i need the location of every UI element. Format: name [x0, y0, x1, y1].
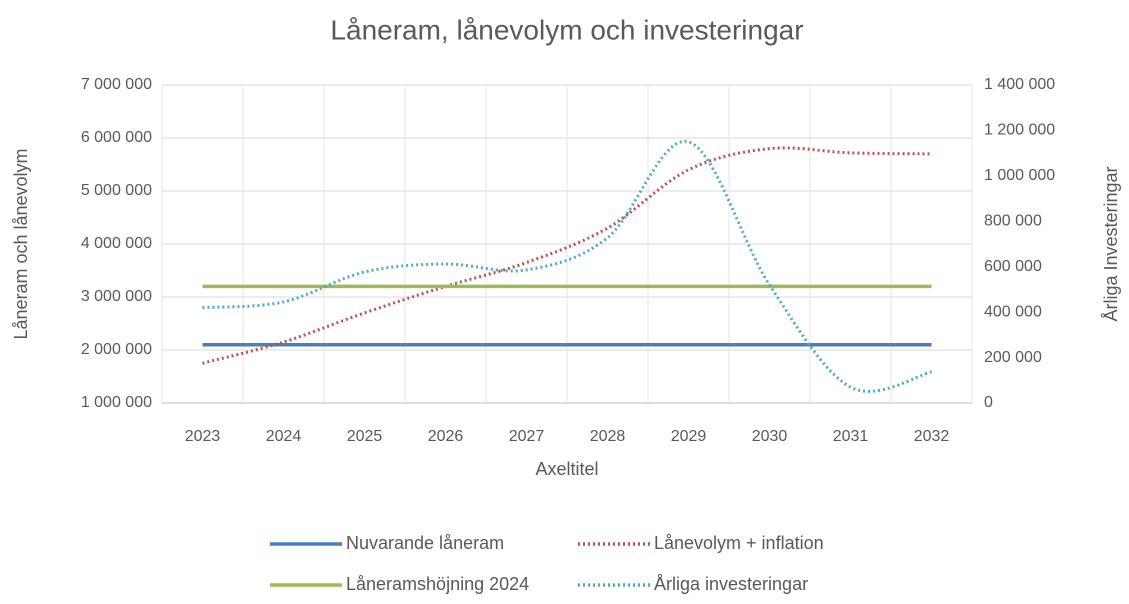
- x-tick-label: 2026: [428, 428, 464, 445]
- x-tick-label: 2031: [833, 428, 869, 445]
- x-tick-label: 2028: [590, 428, 626, 445]
- y2-axis-title: Årliga Investeringar: [1101, 166, 1121, 321]
- y-tick-label: 4 000 000: [81, 235, 152, 252]
- y-tick-label: 6 000 000: [81, 129, 152, 146]
- legend-label: Låneramshöjning 2024: [346, 574, 529, 594]
- y-tick-label: 2 000 000: [81, 341, 152, 358]
- y2-tick-label: 600 000: [984, 258, 1042, 275]
- y-tick-label: 3 000 000: [81, 288, 152, 305]
- y2-tick-label: 400 000: [984, 303, 1042, 320]
- series-line: [202, 146, 932, 365]
- y2-tick-label: 0: [984, 394, 993, 411]
- y2-tick-label: 800 000: [984, 213, 1042, 230]
- x-tick-label: 2023: [185, 428, 221, 445]
- y-tick-label: 5 000 000: [81, 182, 152, 199]
- y2-tick-label: 200 000: [984, 349, 1042, 366]
- y2-tick-label: 1 000 000: [984, 167, 1055, 184]
- x-tick-label: 2029: [671, 428, 707, 445]
- y-tick-label: 7 000 000: [81, 76, 152, 93]
- chart-title: Låneram, lånevolym och investeringar: [330, 14, 803, 45]
- x-axis-title: Axeltitel: [535, 459, 598, 479]
- x-tick-label: 2024: [266, 428, 302, 445]
- x-tick-label: 2032: [914, 428, 950, 445]
- legend-label: Nuvarande låneram: [346, 533, 504, 553]
- legend-label: Lånevolym + inflation: [654, 533, 824, 553]
- y2-tick-label: 1 200 000: [984, 122, 1055, 139]
- y-axis-title: Låneram och lånevolym: [11, 148, 31, 339]
- legend-label: Årliga investeringar: [654, 574, 808, 594]
- y2-tick-label: 1 400 000: [984, 76, 1055, 93]
- x-tick-label: 2025: [347, 428, 383, 445]
- x-tick-label: 2027: [509, 428, 545, 445]
- y-tick-label: 1 000 000: [81, 394, 152, 411]
- x-tick-label: 2030: [752, 428, 788, 445]
